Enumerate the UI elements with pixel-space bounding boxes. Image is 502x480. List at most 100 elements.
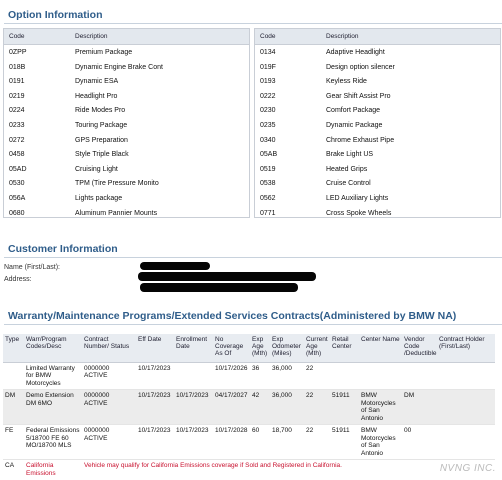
description-column-header: Description <box>326 33 359 40</box>
warranty-cell-eff: 10/17/2023 <box>136 362 174 391</box>
option-description: Cruise Control <box>326 180 371 188</box>
option-row: 0222 Gear Shift Assist Pro <box>255 89 500 104</box>
warranty-row: Limited Warranty for BMW Motorcycles 0000… <box>3 362 495 391</box>
option-code: 0233 <box>9 121 25 129</box>
option-description: Gear Shift Assist Pro <box>326 92 391 100</box>
option-code: 0191 <box>9 78 25 86</box>
option-description: Dynamic Engine Brake Cont <box>75 63 163 71</box>
option-code: 0530 <box>9 180 25 188</box>
name-label: Name (First/Last): <box>4 264 61 271</box>
warranty-row: FE Federal Emissions 5/18700 FE 60 MO/187… <box>3 424 495 461</box>
option-row: 0530 TPM (Tire Pressure Monito <box>4 176 249 191</box>
warranty-cell-nocov: 04/17/2027 <box>213 389 250 426</box>
warranty-column-header: Contract Number/ Status <box>82 334 136 363</box>
option-row: 0562 LED Auxiliary Lights <box>255 191 500 206</box>
warranty-cell-desc: Demo Extension DM 6MO <box>24 389 82 426</box>
warranty-column-header: Current Age (Mth) <box>304 334 330 363</box>
option-description: Headlight Pro <box>75 92 118 100</box>
option-description: Cruising Light <box>75 165 118 173</box>
option-row: 0191 Dynamic ESA <box>4 74 249 89</box>
warranty-cell-expodo: 18,700 <box>270 424 304 461</box>
option-description: Premium Package <box>75 49 133 56</box>
option-row: 0519 Heated Grips <box>255 162 500 177</box>
warranty-cell-eff: 10/17/2023 <box>136 389 174 426</box>
option-code: 0680 <box>9 209 25 217</box>
warranty-cell-contract: 0000000 ACTIVE <box>82 362 136 391</box>
warranty-cell-desc: California Emissions <box>26 462 56 477</box>
option-code: 0230 <box>260 107 276 115</box>
option-table-header: Code Description <box>255 29 500 45</box>
warranty-column-header: Warr/Program Codes/Desc <box>24 334 82 363</box>
warranty-cell-expage: 42 <box>250 389 270 426</box>
option-row: 0230 Comfort Package <box>255 103 500 118</box>
option-row: 0ZPP Premium Package <box>4 45 249 60</box>
option-description: Style Triple Black <box>75 151 129 159</box>
option-information-title: Option Information <box>4 9 502 24</box>
warranty-cell-curage: 22 <box>304 389 330 426</box>
option-code: 056A <box>9 194 26 202</box>
warranty-cell-retail: 51911 <box>330 424 359 461</box>
option-code: 0538 <box>260 180 276 188</box>
code-column-header: Code <box>260 33 276 40</box>
warranty-cell-retail: 51911 <box>330 389 359 426</box>
warranty-programs-title: Warranty/Maintenance Programs/Extended S… <box>4 310 502 325</box>
warranty-cell-enroll <box>174 362 213 391</box>
warranty-cell-center: BMW Motorcycles of San Antonio <box>359 424 402 461</box>
option-code: 0219 <box>9 92 25 100</box>
warranty-column-header: Exp Age (Mth) <box>250 334 270 363</box>
warranty-cell-enroll: 10/17/2023 <box>174 389 213 426</box>
option-description: Lights package <box>75 194 123 202</box>
option-row: 05AD Cruising Light <box>4 162 249 177</box>
california-emissions-message: Vehicle may qualify for California Emiss… <box>84 462 342 470</box>
option-code: 0ZPP <box>9 49 27 56</box>
warranty-cell-expodo: 36,000 <box>270 389 304 426</box>
option-row: 0134 Adaptive Headlight <box>255 45 500 60</box>
warranty-column-header: Exp Odometer (Miles) <box>270 334 304 363</box>
warranty-cell-vendor: 00 <box>402 424 437 461</box>
warranty-cell-desc: Federal Emissions 5/18700 FE 60 MO/18700… <box>24 424 82 461</box>
warranty-cell-type: CA <box>5 462 15 470</box>
option-row: 018B Dynamic Engine Brake Cont <box>4 60 249 75</box>
option-description: Touring Package <box>75 121 128 129</box>
warranty-column-header: Center Name <box>359 334 402 363</box>
warranty-row: DM Demo Extension DM 6MO 0000000 ACTIVE 10/… <box>3 389 495 426</box>
warranty-cell-type: DM <box>3 389 24 426</box>
option-description: Comfort Package <box>326 107 381 115</box>
warranty-column-header: Vendor Code /Deductible <box>402 334 437 363</box>
warranty-cell-nocov: 10/17/2028 <box>213 424 250 461</box>
option-code: 0235 <box>260 121 276 129</box>
warranty-cell-vendor: DM <box>402 389 437 426</box>
option-code: 018B <box>9 63 26 71</box>
option-description: GPS Preparation <box>75 136 128 144</box>
warranty-cell-expage: 36 <box>250 362 270 391</box>
option-description: Dynamic ESA <box>75 78 119 86</box>
warranty-cell-contract: 0000000 ACTIVE <box>82 424 136 461</box>
option-row: 0233 Touring Package <box>4 118 249 133</box>
option-description: Adaptive Headlight <box>326 49 385 56</box>
warranty-cell-retail <box>330 362 359 391</box>
warranty-cell-contract: 0000000 ACTIVE <box>82 389 136 426</box>
option-row: 0224 Ride Modes Pro <box>4 103 249 118</box>
warranty-column-header: Eff Date <box>136 334 174 363</box>
option-table-left: Code Description 0ZPP Premium Package 018B… <box>3 28 250 218</box>
code-column-header: Code <box>9 33 25 40</box>
option-row: 0680 Aluminum Pannier Mounts <box>4 206 249 221</box>
option-code: 0562 <box>260 194 276 202</box>
option-row: 0340 Chrome Exhaust Pipe <box>255 133 500 148</box>
option-code: 0224 <box>9 107 25 115</box>
option-description: Ride Modes Pro <box>75 107 126 115</box>
option-row: 0538 Cruise Control <box>255 176 500 191</box>
warranty-cell-type <box>3 362 24 391</box>
option-description: Heated Grips <box>326 165 368 173</box>
option-description: TPM (Tire Pressure Monito <box>75 180 159 188</box>
customer-information-title: Customer Information <box>4 243 502 258</box>
warranty-column-header: Enrollment Date <box>174 334 213 363</box>
option-code: 0222 <box>260 92 276 100</box>
option-code: 0519 <box>260 165 276 173</box>
option-description: Design option silencer <box>326 63 395 71</box>
option-description: LED Auxiliary Lights <box>326 194 389 202</box>
option-row: 0458 Style Triple Black <box>4 147 249 162</box>
option-code: 05AD <box>9 165 27 173</box>
warranty-cell-nocov: 10/17/2026 <box>213 362 250 391</box>
warranty-column-header: No Coverage As Of <box>213 334 250 363</box>
